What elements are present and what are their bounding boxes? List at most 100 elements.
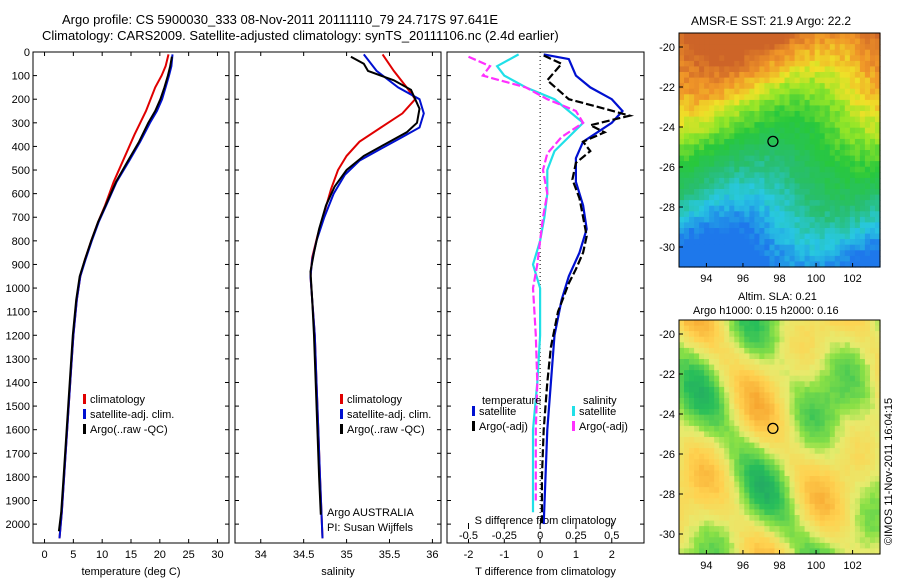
map-cell — [759, 194, 765, 201]
map-cell — [764, 487, 770, 494]
map-cell — [764, 331, 770, 338]
map-cell — [824, 320, 831, 327]
y-tick-label: -28 — [659, 202, 675, 214]
map-cell — [679, 138, 685, 146]
map-cell — [849, 72, 856, 79]
map-cell — [864, 60, 871, 68]
legend-heading: salinity — [583, 395, 617, 407]
map-cell — [689, 55, 695, 62]
map-cell — [864, 526, 871, 533]
map-cell — [769, 155, 776, 162]
map-cell — [759, 487, 765, 494]
map-cell — [704, 177, 710, 185]
map-cell — [799, 88, 806, 95]
map-cell — [759, 431, 765, 438]
map-cell — [849, 200, 856, 207]
map-cell — [719, 420, 725, 427]
map-cell — [744, 442, 750, 449]
map-cell — [784, 459, 791, 466]
map-cell — [789, 189, 796, 196]
map-cell — [704, 476, 710, 483]
map-cell — [704, 72, 710, 79]
map-cell — [724, 233, 730, 240]
map-cell — [829, 347, 836, 355]
map-cell — [829, 166, 836, 173]
map-cell — [739, 520, 745, 527]
map-cell — [870, 437, 876, 444]
map-cell — [679, 515, 685, 522]
map-cell — [709, 122, 715, 129]
map-cell — [814, 459, 821, 466]
map-cell — [689, 392, 695, 399]
x2-tick-label: 0 — [537, 530, 543, 542]
map-cell — [694, 94, 700, 101]
map-cell — [694, 138, 700, 146]
map-cell — [689, 347, 695, 355]
map-cell — [744, 542, 750, 550]
map-cell — [719, 520, 725, 527]
map-cell — [764, 325, 770, 332]
map-cell — [864, 155, 871, 162]
x-tick-label: 20 — [154, 549, 166, 561]
map-cell — [854, 370, 861, 377]
map-cell — [714, 537, 720, 544]
map-cell — [864, 66, 871, 73]
sla-map-title-2: Argo h1000: 0.15 h2000: 0.16 — [693, 305, 839, 317]
map-cell — [834, 166, 841, 173]
map-cell — [724, 526, 730, 533]
map-cell — [809, 453, 816, 460]
map-cell — [754, 88, 760, 95]
map-cell — [739, 49, 745, 56]
map-cell — [864, 94, 871, 101]
map-cell — [789, 261, 796, 268]
map-cell — [679, 347, 685, 355]
map-cell — [864, 72, 871, 79]
map-cell — [744, 250, 750, 257]
map-cell — [769, 172, 776, 179]
map-cell — [724, 255, 730, 263]
map-cell — [804, 386, 811, 394]
map-cell — [844, 359, 851, 366]
map-cell — [829, 261, 836, 268]
map-cell — [774, 228, 781, 235]
legend-swatch — [572, 406, 575, 416]
map-cell — [844, 392, 851, 399]
map-cell — [844, 222, 851, 229]
map-cell — [754, 155, 760, 162]
map-cell — [774, 233, 781, 240]
map-cell — [794, 33, 801, 40]
map-cell — [784, 526, 791, 533]
map-cell — [724, 403, 730, 410]
map-cell — [819, 425, 826, 433]
map-cell — [694, 122, 700, 129]
map-cell — [694, 526, 700, 533]
map-cell — [759, 370, 765, 377]
map-cell — [719, 66, 725, 73]
map-cell — [679, 55, 685, 62]
map-cell — [794, 233, 801, 240]
map-cell — [709, 222, 715, 229]
map-cell — [859, 138, 866, 146]
map-cell — [799, 72, 806, 79]
map-cell — [699, 189, 705, 196]
x-tick-label: 2 — [609, 549, 615, 561]
map-cell — [729, 370, 735, 377]
map-cell — [724, 425, 730, 433]
map-cell — [744, 409, 750, 416]
map-cell — [844, 509, 851, 516]
map-cell — [814, 325, 821, 332]
map-cell — [849, 347, 856, 355]
map-cell — [759, 437, 765, 444]
map-cell — [729, 122, 735, 129]
map-cell — [699, 88, 705, 95]
map-cell — [829, 233, 836, 240]
map-cell — [870, 509, 876, 516]
map-cell — [859, 414, 866, 421]
map-cell — [799, 492, 806, 499]
map-cell — [744, 200, 750, 207]
map-cell — [854, 166, 861, 173]
map-cell — [804, 60, 811, 68]
map-cell — [839, 177, 846, 185]
map-cell — [834, 94, 841, 101]
map-cell — [839, 403, 846, 410]
